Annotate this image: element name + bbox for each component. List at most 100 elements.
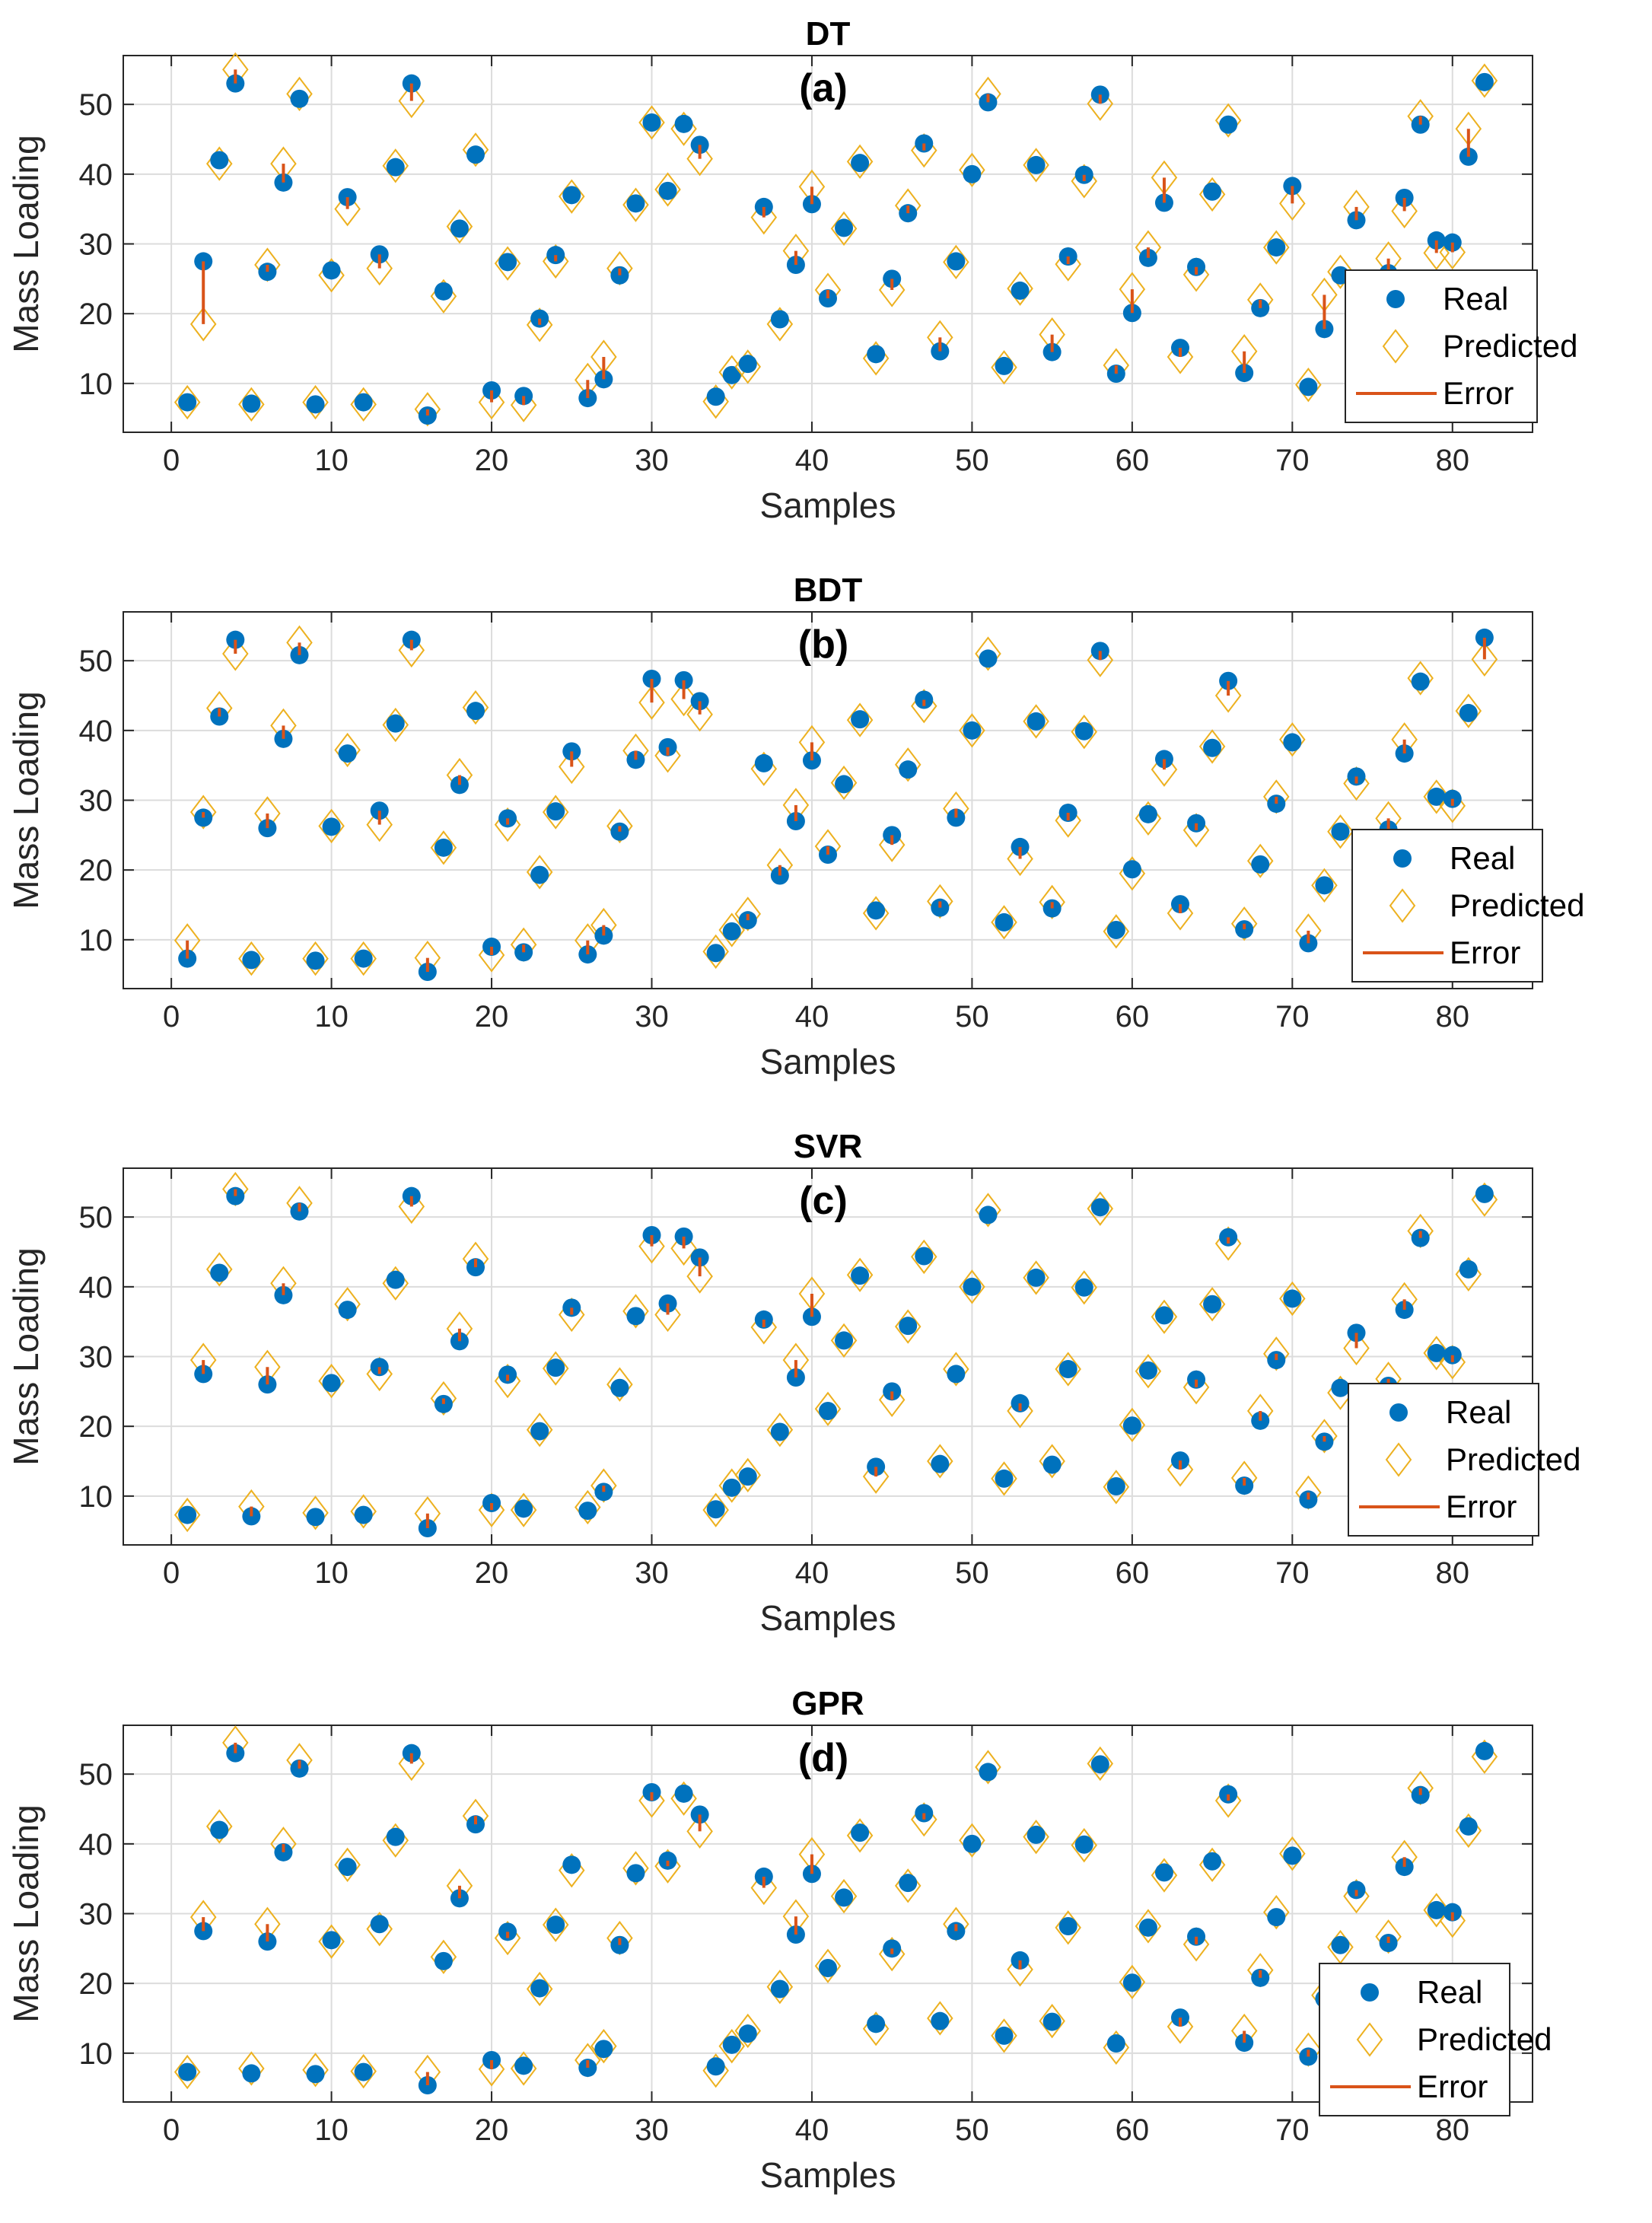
predicted-point	[1311, 1419, 1338, 1454]
y-tick-label: 50	[79, 645, 113, 678]
real-point	[562, 186, 581, 205]
predicted-point	[1327, 254, 1354, 289]
predicted-point	[911, 1239, 937, 1275]
real-point	[546, 1916, 565, 1935]
legend-box	[1319, 1963, 1510, 2116]
real-point	[1058, 1917, 1077, 1935]
real-point	[1427, 787, 1446, 806]
real-point	[386, 1827, 405, 1846]
predicted-point	[334, 1847, 361, 1882]
real-point	[466, 702, 485, 721]
real-point	[242, 951, 261, 970]
panel-label: (c)	[799, 1179, 848, 1223]
x-tick-label: 40	[795, 2113, 829, 2147]
predicted-point	[686, 142, 713, 177]
predicted-point	[991, 1461, 1017, 1496]
real-point	[1203, 1295, 1222, 1314]
real-point	[1475, 1184, 1494, 1203]
predicted-point	[1230, 906, 1258, 941]
y-tick-label: 10	[79, 2037, 113, 2071]
real-point	[322, 1931, 341, 1950]
chart-title: BDT	[794, 572, 863, 609]
legend-real-label: Real	[1417, 1974, 1482, 2010]
predicted-point	[846, 144, 874, 179]
x-tick-label: 0	[163, 1000, 180, 1033]
legend-real-marker	[1389, 1403, 1408, 1422]
real-point	[674, 1784, 693, 1803]
predicted-point	[991, 905, 1017, 940]
predicted-point	[1327, 814, 1354, 849]
real-point	[1283, 733, 1302, 752]
x-tick-label: 50	[955, 1556, 989, 1590]
x-tick-label: 20	[475, 1556, 509, 1590]
predicted-point	[927, 2001, 953, 2036]
predicted-point	[1279, 1836, 1306, 1871]
x-tick-label: 70	[1275, 1000, 1310, 1033]
x-tick-label: 60	[1116, 1000, 1150, 1033]
real-point	[1058, 1360, 1077, 1378]
real-point	[770, 310, 789, 329]
chart-panel-3: 0 10 20 30 40 50 60 70 80 10 20 30 40 50 SVR (c) Samples…	[6, 1128, 1580, 1638]
predicted-point	[1198, 729, 1226, 764]
real-point	[1011, 281, 1030, 300]
real-point	[466, 145, 485, 164]
predicted-point	[542, 1907, 569, 1942]
grid	[123, 1168, 1533, 1545]
real-point	[899, 1317, 918, 1336]
x-tick-label: 60	[1116, 1556, 1150, 1590]
predicted-point	[238, 941, 265, 976]
predicted-point	[302, 941, 329, 976]
predicted-point	[1023, 148, 1049, 183]
real-point	[1331, 1935, 1350, 1954]
real-point	[338, 744, 357, 763]
real-point	[1203, 738, 1222, 757]
real-point	[578, 1502, 597, 1521]
predicted-point	[638, 685, 665, 720]
predicted-point	[318, 808, 345, 844]
predicted-point	[638, 105, 665, 140]
real-point	[899, 1874, 918, 1893]
real-point	[963, 164, 982, 183]
predicted-point	[734, 1457, 762, 1492]
legend: Real Predicted Error	[1345, 269, 1577, 423]
y-tick-label: 50	[79, 1201, 113, 1234]
real-point	[1315, 876, 1334, 895]
real-point	[979, 649, 998, 668]
y-tick-label: 20	[79, 1967, 113, 2001]
predicted-point	[654, 1297, 681, 1333]
real-point	[1138, 804, 1157, 823]
predicted-point	[462, 132, 489, 167]
real-point	[1106, 2034, 1125, 2053]
predicted-point	[1263, 1895, 1290, 1930]
predicted-point	[302, 384, 329, 420]
real-point	[338, 1301, 357, 1320]
legend: Real Predicted Error	[1319, 1963, 1552, 2116]
predicted-point	[622, 1851, 649, 1886]
y-axis-label: Mass Loading	[6, 1804, 46, 2022]
x-tick-label: 20	[475, 2113, 509, 2147]
predicted-point	[1087, 1746, 1114, 1782]
real-point	[1122, 1973, 1141, 1992]
predicted-point	[1214, 103, 1242, 138]
predicted-point	[943, 244, 969, 279]
predicted-point	[846, 702, 874, 737]
predicted-point	[398, 1746, 425, 1782]
predicted-point	[366, 807, 393, 842]
real-point	[514, 1499, 533, 1518]
legend-predicted-label: Predicted	[1450, 887, 1584, 923]
real-point	[354, 393, 373, 412]
predicted-point	[894, 747, 921, 782]
data-marks	[173, 625, 1498, 981]
predicted-point	[686, 1259, 713, 1294]
predicted-point	[1471, 642, 1498, 677]
real-point	[706, 2057, 725, 2076]
real-point	[1074, 1278, 1093, 1297]
real-point	[1122, 1416, 1141, 1435]
real-point	[386, 1270, 405, 1289]
real-point	[546, 802, 565, 821]
y-tick-label: 20	[79, 1410, 113, 1444]
predicted-point	[1071, 1828, 1097, 1863]
predicted-point	[1263, 1336, 1290, 1371]
real-point	[1027, 712, 1046, 731]
legend-box	[1348, 1383, 1539, 1537]
